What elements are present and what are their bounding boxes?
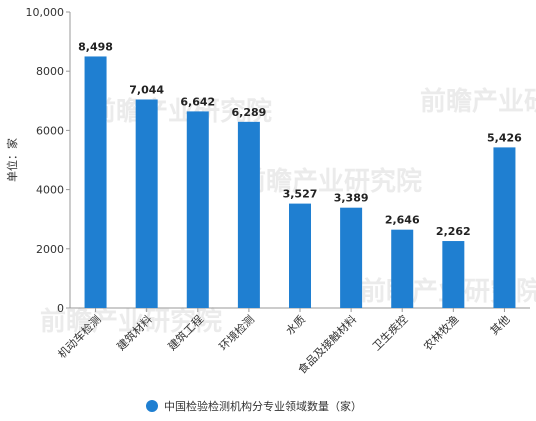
- y-tick-label: 0: [57, 302, 64, 315]
- bar[interactable]: [135, 99, 158, 309]
- y-tick-label: 8000: [36, 65, 64, 78]
- bar[interactable]: [289, 203, 311, 308]
- bar[interactable]: [391, 229, 414, 308]
- y-tick-label: 10,000: [26, 6, 65, 19]
- watermark-text: 前瞻产业研究院: [420, 86, 536, 117]
- data-label: 6,642: [180, 95, 215, 108]
- data-label: 2,646: [385, 214, 420, 227]
- x-tick-label: 农林牧渔: [420, 312, 461, 353]
- data-label: 8,498: [78, 40, 113, 53]
- x-tick-label: 水质: [283, 313, 308, 338]
- bar[interactable]: [340, 207, 363, 308]
- x-tick-label: 环境检测: [216, 312, 257, 353]
- y-tick-label: 4000: [36, 184, 64, 197]
- legend[interactable]: 中国检验检测机构分专业领域数量（家）: [146, 399, 362, 413]
- bar[interactable]: [442, 241, 465, 308]
- data-label: 7,044: [129, 83, 164, 96]
- data-label: 2,262: [436, 225, 471, 238]
- legend-label: 中国检验检测机构分专业领域数量（家）: [164, 399, 362, 413]
- data-label: 3,389: [334, 192, 369, 205]
- data-label: 3,527: [283, 188, 318, 201]
- y-tick-label: 6000: [36, 124, 64, 137]
- watermark-text: 前瞻产业研究院: [40, 306, 222, 337]
- bar[interactable]: [237, 121, 260, 308]
- data-label: 6,289: [231, 106, 266, 119]
- legend-marker: [146, 400, 158, 412]
- x-tick-label: 卫生疾控: [369, 312, 410, 353]
- y-tick-label: 2000: [36, 243, 64, 256]
- bar[interactable]: [84, 56, 107, 309]
- x-tick-label: 其他: [488, 313, 513, 338]
- watermark-text: 前瞻产业研究院: [90, 96, 272, 127]
- bar[interactable]: [186, 111, 209, 309]
- data-label: 5,426: [487, 131, 522, 144]
- y-axis-label: 单位：家: [5, 138, 19, 182]
- bar[interactable]: [493, 147, 516, 308]
- watermark-text: 前瞻产业研究院: [240, 166, 422, 197]
